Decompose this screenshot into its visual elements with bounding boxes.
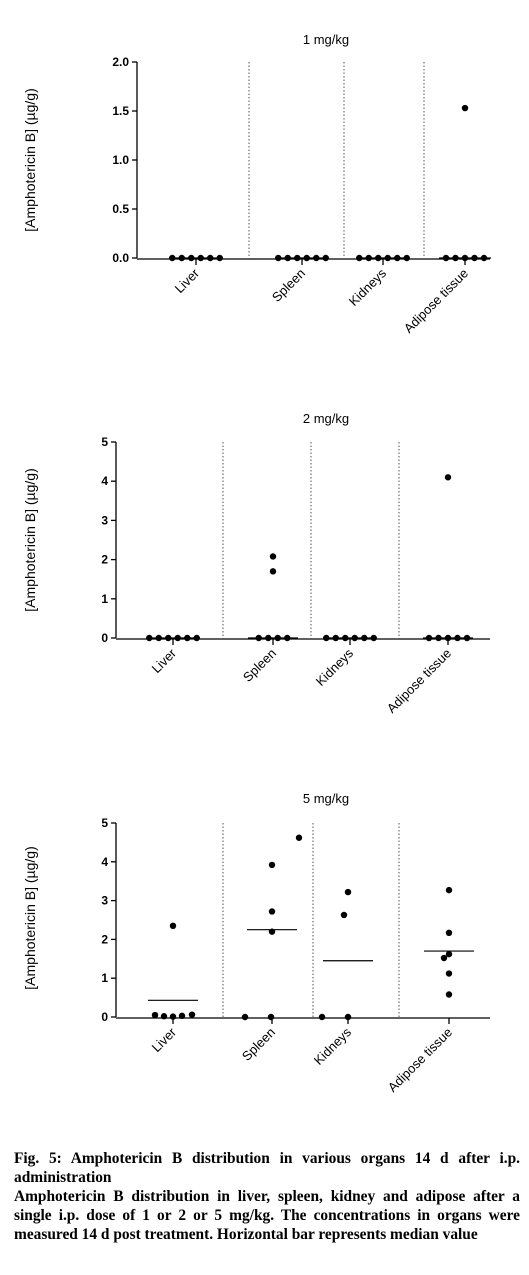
y-tick-label: 3 [101, 513, 108, 527]
data-point [445, 991, 453, 998]
data-point [440, 954, 448, 962]
y-tick-label: 4 [101, 855, 108, 869]
y-tick-label: 4 [101, 474, 108, 488]
data-point [267, 1013, 275, 1021]
data-point [461, 104, 469, 112]
data-point [241, 1013, 249, 1021]
y-tick-label: 3 [101, 894, 108, 908]
y-tick-label: 2 [101, 553, 108, 567]
y-tick-label: 1.5 [112, 104, 129, 118]
x-tick-label: Spleen [240, 646, 279, 685]
data-point [344, 888, 352, 896]
data-point [445, 886, 453, 894]
data-point [188, 1011, 196, 1018]
y-tick-label: 1.0 [112, 153, 129, 167]
x-tick-label: Kidneys [311, 1024, 355, 1068]
chart-title: 2 mg/kg [303, 411, 349, 426]
chart-panel-3: 5 mg/kg [Amphotericin B] (µg/g) 0 1 2 3 4 5 Live… [22, 791, 490, 1095]
y-tick-label: 2.0 [112, 55, 129, 69]
x-tick-label: Spleen [239, 1025, 278, 1064]
y-tick-label: 0.0 [112, 251, 129, 265]
x-tick-label: Adipose tissue [401, 266, 471, 336]
data-point [444, 474, 452, 481]
data-point [269, 568, 277, 575]
y-tick-label: 0 [101, 631, 108, 645]
data-point [268, 861, 276, 869]
data-point [169, 1013, 177, 1020]
x-tick-label: Kidneys [346, 265, 390, 309]
caption-title: Fig. 5: Amphotericin B distribution in v… [14, 1150, 520, 1186]
data-point [268, 908, 276, 915]
chart-title: 1 mg/kg [303, 32, 349, 47]
data-point [295, 834, 303, 841]
y-tick-label: 2 [101, 932, 108, 946]
figure-caption: Fig. 5: Amphotericin B distribution in v… [14, 1149, 520, 1244]
x-tick-label: Kidneys [313, 645, 357, 689]
data-point [445, 929, 453, 937]
y-tick-label: 5 [101, 435, 108, 449]
data-point [340, 911, 348, 919]
y-axis-label: [Amphotericin B] (µg/g) [22, 88, 38, 231]
caption-text: Amphotericin B distribution in liver, sp… [14, 1188, 520, 1243]
y-tick-label: 1 [101, 592, 108, 606]
x-tick-label: Liver [172, 265, 203, 296]
y-tick-label: 5 [101, 816, 108, 830]
x-tick-label: Liver [149, 645, 180, 676]
data-point [445, 950, 453, 958]
x-tick-label: Adipose tissue [385, 1025, 455, 1095]
chart-title: 5 mg/kg [303, 791, 349, 806]
y-tick-label: 0 [101, 1010, 108, 1024]
x-tick-label: Liver [149, 1024, 180, 1055]
chart-panel-1: 1 mg/kg [Amphotericin B] (µg/g) 0.0 0.5 1.0 1… [22, 32, 491, 336]
y-tick-label: 0.5 [112, 202, 129, 216]
data-point [318, 1013, 326, 1021]
x-tick-label: Spleen [269, 266, 308, 305]
y-axis-label: [Amphotericin B] (µg/g) [22, 846, 38, 989]
data-point [344, 1013, 352, 1021]
data-point [269, 553, 277, 560]
x-tick-label: Adipose tissue [384, 646, 454, 716]
data-point [160, 1013, 168, 1020]
chart-panel-2: 2 mg/kg [Amphotericin B] (µg/g) 0 1 2 3 4 5 Live… [22, 411, 490, 716]
y-tick-label: 1 [101, 971, 108, 985]
data-point [169, 922, 177, 930]
figure-charts: 1 mg/kg [Amphotericin B] (µg/g) 0.0 0.5 1.0 1… [22, 32, 491, 1095]
data-point [445, 970, 453, 977]
y-axis-label: [Amphotericin B] (µg/g) [22, 468, 38, 611]
data-point [151, 1011, 159, 1019]
data-point [178, 1012, 186, 1020]
